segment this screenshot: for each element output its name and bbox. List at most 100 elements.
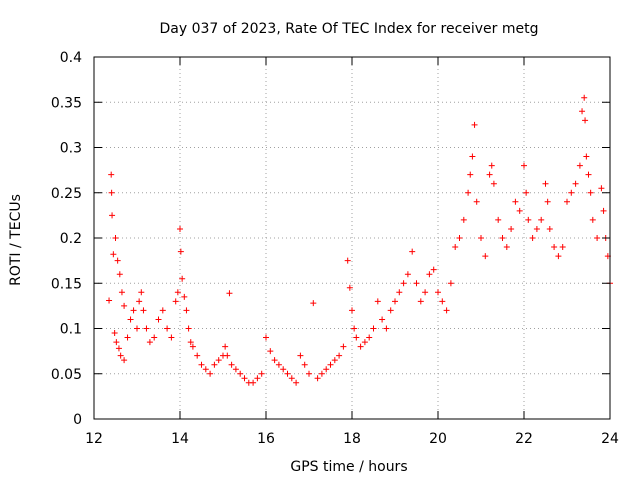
data-point: [564, 198, 570, 205]
x-tick-label: 18: [343, 431, 361, 447]
data-point: [379, 316, 386, 323]
data-point: [112, 235, 119, 241]
y-tick-label: 0.2: [60, 231, 82, 247]
data-point: [198, 361, 205, 368]
data-point: [106, 297, 113, 304]
data-point: [336, 352, 343, 359]
data-point: [546, 225, 553, 232]
data-point: [189, 343, 196, 350]
data-point: [512, 198, 519, 205]
data-point: [138, 289, 145, 296]
data-point: [467, 171, 474, 178]
data-point: [323, 366, 330, 373]
data-point: [155, 316, 162, 323]
data-point: [177, 225, 183, 232]
data-point: [164, 325, 171, 332]
data-points: [106, 94, 613, 386]
data-point: [177, 248, 184, 255]
data-point: [108, 189, 115, 196]
data-point: [318, 370, 325, 377]
data-point: [460, 216, 467, 223]
data-point: [130, 307, 137, 314]
data-point: [533, 225, 540, 232]
data-point: [327, 361, 334, 368]
data-point: [353, 334, 360, 341]
data-point: [146, 339, 153, 346]
y-axis-label: ROTI / TECUs: [8, 194, 24, 286]
data-point: [435, 289, 441, 296]
data-point: [127, 316, 134, 323]
data-point: [143, 325, 150, 332]
data-point: [439, 298, 446, 305]
data-point: [521, 162, 527, 169]
data-point: [525, 216, 532, 223]
data-point: [490, 180, 497, 187]
grid: [94, 57, 610, 419]
data-point: [241, 375, 248, 382]
data-point: [258, 370, 265, 377]
data-point: [263, 334, 269, 341]
data-point: [306, 370, 312, 377]
data-point: [473, 198, 480, 205]
y-tick-label: 0.05: [51, 367, 82, 383]
data-point: [370, 325, 377, 332]
data-point: [207, 370, 214, 377]
data-point: [224, 352, 231, 359]
data-point: [172, 298, 179, 305]
data-point: [211, 361, 218, 368]
data-point: [215, 357, 222, 364]
data-point: [349, 307, 355, 314]
data-point: [222, 343, 229, 350]
x-tick-label: 22: [515, 431, 533, 447]
data-point: [417, 298, 424, 305]
y-tick-label: 0.15: [51, 276, 82, 292]
data-point: [267, 348, 274, 355]
data-point: [523, 189, 530, 196]
data-point: [426, 271, 433, 278]
data-point: [585, 171, 592, 178]
data-point: [486, 171, 493, 178]
y-tick-label: 0.4: [60, 50, 82, 66]
data-point: [576, 162, 583, 169]
data-point: [456, 235, 463, 241]
data-point: [551, 244, 558, 251]
data-point: [346, 284, 353, 291]
data-point: [469, 153, 476, 160]
y-tick-label: 0.3: [60, 141, 82, 157]
data-point: [488, 162, 495, 169]
data-point: [181, 293, 188, 300]
y-tick-label: 0.25: [51, 186, 82, 202]
y-tick-label: 0: [73, 412, 82, 428]
data-point: [400, 280, 407, 287]
data-point: [404, 271, 411, 278]
data-point: [581, 94, 588, 101]
data-point: [228, 361, 235, 368]
data-point: [237, 370, 244, 377]
data-point: [134, 325, 140, 332]
data-point: [422, 289, 429, 296]
data-point: [271, 357, 278, 364]
data-point: [187, 339, 194, 346]
data-point: [109, 212, 116, 219]
data-point: [110, 251, 117, 258]
data-point: [499, 235, 506, 241]
data-point: [168, 334, 175, 341]
data-point: [121, 302, 128, 309]
axes: 12 14 16 18 20 22 24 0 0.05 0.1 0.15 0.2 0.25 0.3 0.35…: [51, 50, 619, 447]
y-tick-label: 0.35: [51, 95, 82, 111]
data-point: [538, 216, 545, 223]
chart-title: Day 037 of 2023, Rate Of TEC Index for r…: [160, 21, 539, 37]
data-point: [250, 379, 257, 386]
x-tick-label: 16: [257, 431, 275, 447]
data-point: [185, 325, 192, 332]
data-point: [443, 307, 450, 314]
x-tick-label: 14: [171, 431, 189, 447]
data-point: [430, 266, 437, 273]
data-point: [121, 357, 128, 364]
data-point: [579, 108, 586, 115]
data-point: [124, 334, 131, 341]
data-point: [254, 375, 261, 382]
data-point: [340, 343, 347, 350]
data-point: [396, 289, 403, 296]
data-point: [529, 235, 536, 241]
